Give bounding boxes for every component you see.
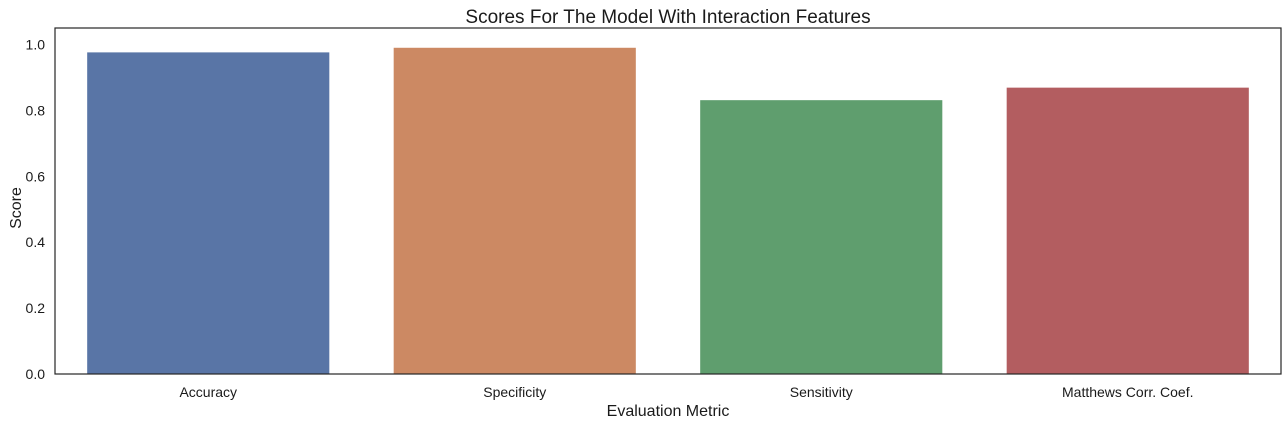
y-tick-label: 0.4 bbox=[26, 234, 46, 250]
bar-sensitivity bbox=[700, 100, 943, 374]
y-tick-label: 0.8 bbox=[26, 102, 46, 118]
x-axis-label: Evaluation Metric bbox=[607, 403, 730, 420]
bar-accuracy bbox=[87, 52, 330, 374]
x-tick-label: Matthews Corr. Coef. bbox=[1062, 384, 1194, 400]
chart-title: Scores For The Model With Interaction Fe… bbox=[465, 7, 870, 28]
x-tick-label: Specificity bbox=[483, 384, 546, 400]
x-ticks: Accuracy Specificity Sensitivity Matthews C… bbox=[179, 384, 1193, 400]
x-tick-label: Sensitivity bbox=[790, 384, 853, 400]
y-tick-label: 0.0 bbox=[26, 366, 46, 382]
bar-matthews-corr-coef bbox=[1006, 87, 1249, 375]
y-ticks: 0.0 0.2 0.4 0.6 0.8 1.0 bbox=[26, 36, 46, 382]
bar-specificity bbox=[393, 47, 636, 375]
y-tick-label: 0.2 bbox=[26, 300, 46, 316]
bars-layer bbox=[87, 47, 1249, 375]
y-axis-label: Score bbox=[8, 187, 25, 229]
plot-frame bbox=[54, 27, 1282, 375]
y-tick-label: 1.0 bbox=[26, 36, 46, 52]
x-tick-label: Accuracy bbox=[179, 384, 237, 400]
y-tick-label: 0.6 bbox=[26, 168, 46, 184]
